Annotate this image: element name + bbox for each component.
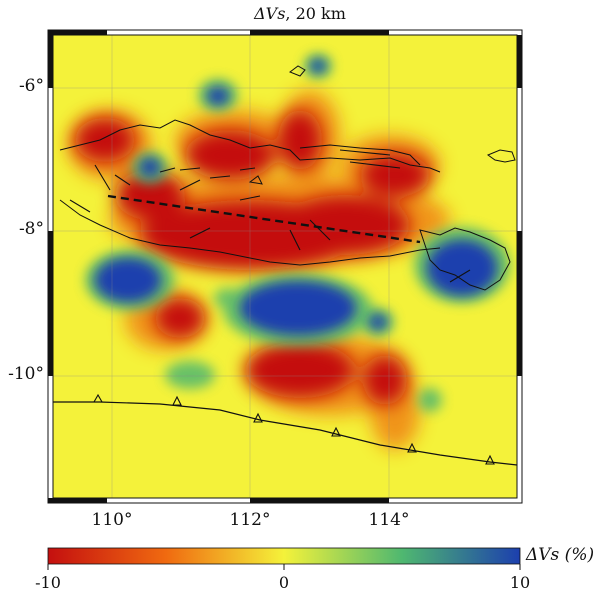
- colorbar: [47, 547, 521, 565]
- coastlines: [59, 65, 516, 291]
- colorbar-ticks: [47, 564, 521, 570]
- java-trench: [53, 401, 517, 466]
- colorbar-mid-label: 0: [278, 573, 290, 592]
- lat-tick-label: -8°: [18, 219, 44, 239]
- lon-tick-label: 112°: [229, 510, 271, 530]
- faults: [69, 149, 471, 283]
- lat-tick-label: -6°: [18, 76, 44, 96]
- trench-markers: [93, 393, 495, 465]
- map-frame-border: [47, 29, 523, 504]
- lon-tick-label: 114°: [368, 510, 410, 530]
- dashed-profile-line: [107, 194, 421, 244]
- colorbar-min-label: -10: [35, 573, 61, 592]
- lat-tick-label: -10°: [8, 364, 44, 384]
- lon-tick-label: 110°: [91, 510, 133, 530]
- title-depth: , 20 km: [285, 4, 346, 23]
- velocity-anomaly-field: [53, 35, 517, 498]
- colorbar-label: ΔVs (%): [526, 545, 595, 565]
- colorbar-max-label: 10: [509, 573, 531, 592]
- map-title: ΔVs, 20 km: [0, 4, 600, 23]
- title-symbol: ΔVs: [254, 4, 286, 23]
- graticule: [53, 35, 517, 498]
